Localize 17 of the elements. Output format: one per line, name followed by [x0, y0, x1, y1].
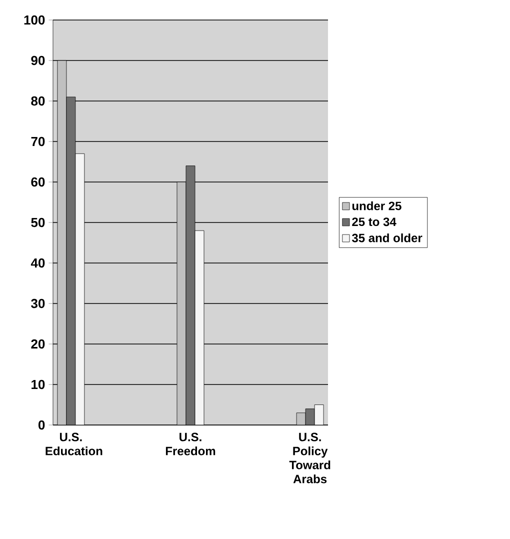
x-tick-label: U.S. Freedom [166, 432, 216, 456]
x-tick-label: U.S. Education [46, 432, 102, 456]
legend-label: 35 and older [352, 233, 422, 242]
legend-label: 25 to 34 [352, 218, 396, 226]
x-tick-label: U.S. Policy Toward Arabs [289, 432, 330, 484]
y-tick-label: 80 [31, 96, 45, 106]
y-tick-label: 90 [31, 56, 45, 66]
legend-label: under 25 [352, 201, 402, 210]
y-tick-label: 20 [31, 339, 45, 349]
y-tick-label: 30 [31, 298, 45, 308]
y-tick-label: 0 [38, 420, 45, 430]
y-tick-label: 40 [30, 258, 45, 268]
y-tick-label: 70 [31, 136, 45, 146]
y-tick-label: 10 [32, 380, 45, 390]
y-tick-label: 60 [31, 177, 45, 187]
y-tick-label: 50 [31, 218, 45, 228]
y-tick-label: 100 [24, 15, 45, 25]
